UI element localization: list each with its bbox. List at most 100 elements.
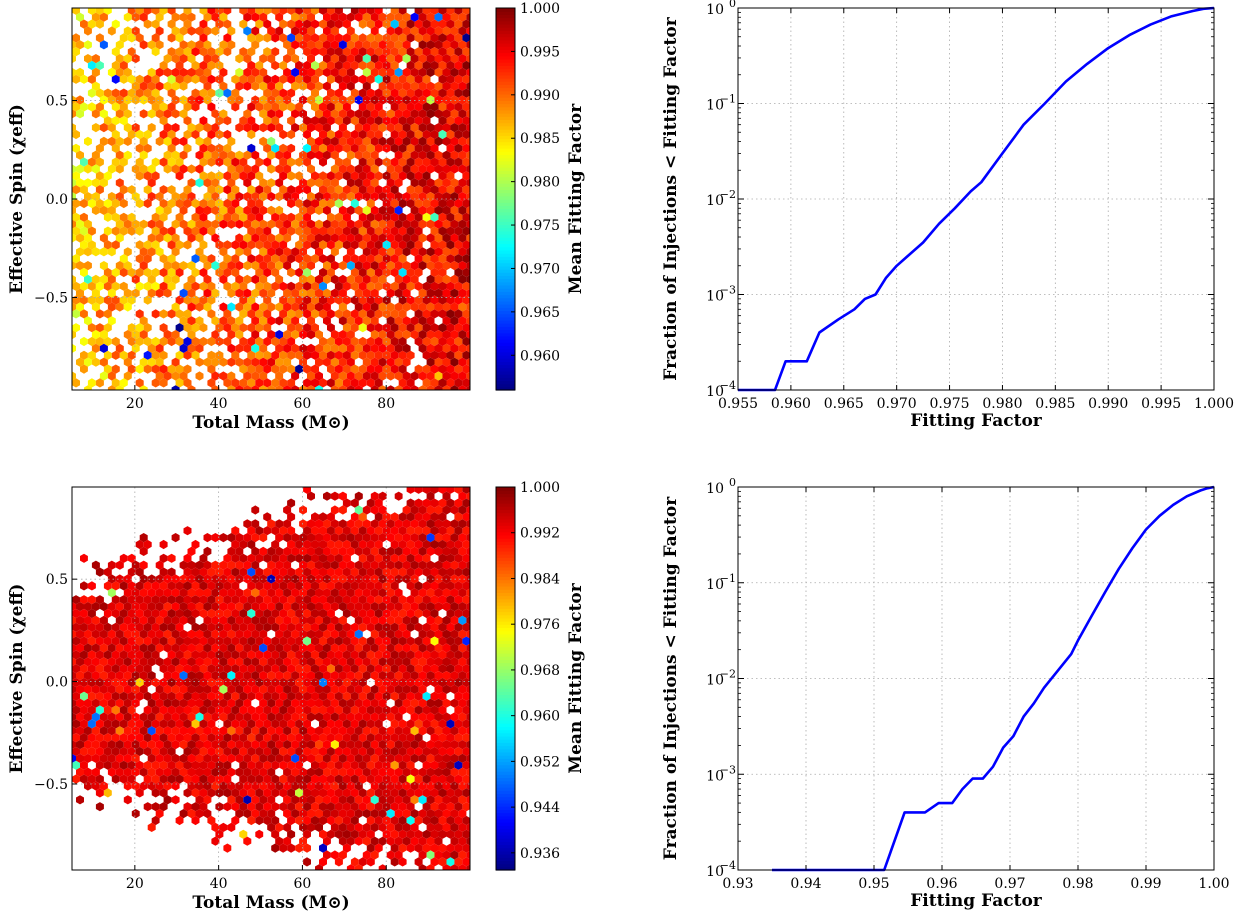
hexbin-cell [111,650,120,660]
colorbar-segment [496,288,515,292]
hexbin-cell [323,54,331,64]
hexbin-cell [275,123,284,133]
y-tick-label-2: 0.5 [46,572,68,588]
hexbin-cell [442,615,451,625]
hexbin-cell [311,281,319,291]
hexbin-cell [438,33,447,43]
hexbin-cell [454,595,463,605]
hexbin-cell [390,595,399,605]
hexbin-cell [394,274,403,284]
colorbar-segment [496,170,515,175]
hexbin-cells [72,487,470,870]
hexbin-cell [127,129,136,140]
hexbin-cell [362,178,371,188]
hexbin-cell [299,684,307,694]
hexbin-cell [72,143,80,153]
hexbin-cell [414,212,423,222]
hexbin-cell [454,129,463,140]
hexbin-cell [99,657,108,667]
hexbin-cell [167,74,176,84]
hexbin-cell [418,809,427,819]
hexbin-cell [307,205,315,215]
hexbin-cell [303,143,311,153]
hexbin-cell [235,233,244,243]
hexbin-cell [131,781,140,791]
hexbin-cell [366,157,375,167]
hexbin-cell [239,802,248,812]
hexbin-cell [259,247,268,257]
hexbin-cell [342,336,351,347]
hexbin-cell [402,26,411,36]
hexbin-cell [398,267,407,278]
hexbin-cell [311,378,319,388]
hexbin-cell [103,350,112,360]
hexbin-cell [95,733,104,743]
hexbin-cell [342,143,351,153]
hexbin-cell [434,81,443,91]
hexbin-cell [410,274,419,284]
hexbin-cell [259,643,268,653]
hexbin-cell [426,602,435,612]
hexbin-cell [291,219,300,229]
hexbin-cell [123,261,132,271]
colorbar-segment [496,793,515,798]
hexbin-cell [179,316,188,326]
hexbin-cell [259,343,268,353]
hexbin-cell [303,185,311,195]
hexbin-cell [470,240,478,249]
hexbin-cell [330,150,339,160]
hexbin-cell [163,261,172,271]
hexbin-cell [80,553,88,563]
hexbin-cell [319,19,327,29]
hexbin-cell [354,864,363,870]
hexbin-cell [414,705,423,715]
hexbin-cell [323,219,331,229]
hexbin-cell [295,171,304,181]
colorbar-segment [496,704,515,708]
hexbin-cell [227,219,236,229]
hexbin-cell [80,240,88,250]
colorbar-segment [496,576,515,581]
hexbin-cell [442,602,451,612]
hexbin-cell [263,116,272,126]
hexbin-cell [179,109,188,119]
hexbin-cell [179,26,188,36]
hexbin-cell [414,88,423,98]
hexbin-cell [323,560,331,570]
hexbin-cell [211,767,220,777]
hexbin-cell [390,19,399,29]
hexbin-cell [219,533,228,543]
hexbin-cell [386,712,395,722]
hexbin-cell [195,164,204,174]
hexbin-cell [398,143,407,153]
colorbar-segment [496,71,515,76]
hexbin-cell [207,185,216,195]
hexbin-cell [155,684,164,694]
hexbin-cell [382,650,391,660]
hexbin-cell [338,330,347,340]
hexbin-cell [470,89,478,98]
hexbin-cell [287,664,296,674]
colorbar-segment [496,291,515,296]
hexbin-cell [259,12,268,22]
hexbin-cell [231,212,240,222]
hexbin-cell [163,330,172,340]
hexbin-cell [147,753,156,763]
hexbin-cell [410,822,419,832]
hexbin-cell [386,288,395,298]
hexbin-cell [462,636,470,646]
hexbin-cell [263,595,272,605]
hexbin-cell [183,567,192,577]
colorbar-tick-label-7: 0.992 [520,526,560,542]
hexbin-cell [402,822,411,832]
hexbin-cell [299,560,307,570]
hexbin-cell [195,247,204,257]
hexbin-cell [211,560,220,570]
hexbin-cell [430,281,439,291]
hexbin-cell [219,588,228,598]
hexbin-cell [287,267,296,278]
hexbin-cell [323,836,331,846]
hexbin-cell [251,164,260,174]
hexbin-cell [287,746,296,757]
colorbar-segment [496,163,515,168]
